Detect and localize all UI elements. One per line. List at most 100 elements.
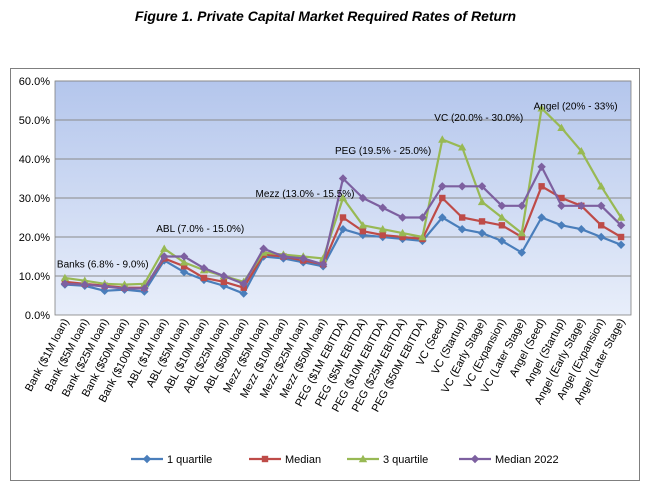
data-point [616,221,626,230]
data-point [318,260,328,269]
data-point [160,244,169,252]
data-point [497,213,507,221]
data-point [120,284,129,293]
y-tick-label: 60.0% [19,76,50,88]
legend-item: Median [249,454,321,466]
data-point [577,225,586,234]
data-point [616,213,626,221]
data-point [458,214,466,221]
data-point [379,231,386,239]
data-point [438,182,447,191]
data-point [200,274,208,282]
range-annotation: Angel (20% - 33%) [534,101,618,112]
data-point [60,279,70,288]
legend-marker [142,454,152,464]
y-tick-label: 10.0% [19,271,50,283]
legend-marker [261,455,269,463]
legend-item: 1 quartile [131,454,212,466]
data-point [179,267,189,277]
data-point [180,263,188,270]
data-point [378,225,387,233]
data-point [338,225,348,234]
data-point [498,222,506,229]
data-point [60,273,70,282]
y-axis: 0.0% 10.0% 20.0% 30.0% 40.0% 50.0% 60.0% [19,76,50,322]
data-point [179,258,189,266]
data-point [457,182,467,191]
data-point [477,197,487,206]
range-annotation: ABL (7.0% - 15.0%) [156,224,244,235]
data-point [398,213,407,222]
data-point [339,214,347,221]
range-annotation: PEG (19.5% - 25.0%) [335,146,431,157]
data-point [538,183,545,190]
data-point [438,213,447,222]
y-tick-label: 30.0% [19,193,50,205]
data-point [418,232,427,241]
data-point [557,123,566,131]
data-point [220,278,228,286]
data-point [557,201,566,210]
data-point [518,233,525,241]
data-point [179,252,189,261]
data-point [80,280,89,289]
y-tick-label: 40.0% [19,154,50,166]
data-point [597,182,606,190]
data-point [378,203,387,212]
data-point [617,233,625,241]
data-point [398,228,407,237]
data-point [399,233,406,241]
range-annotation: VC (20.0% - 30.0%) [434,113,523,124]
data-point [80,276,89,284]
data-point [338,193,348,202]
legend-label: 1 quartile [167,454,212,466]
data-point [279,252,288,261]
data-point [457,143,467,151]
data-point [517,228,526,237]
data-point [537,104,546,112]
legend-label: Median 2022 [495,454,559,466]
data-point [497,236,507,246]
y-tick-label: 20.0% [19,232,50,244]
data-point [537,162,546,171]
data-point [597,232,606,242]
chart-title: Figure 1. Private Capital Market Require… [134,8,517,24]
data-point [199,264,209,273]
y-tick-label: 50.0% [19,115,50,127]
legend-label: Median [285,454,321,466]
data-point [558,194,565,202]
range-annotation: Mezz (13.0% - 15.5%) [256,189,355,200]
legend-marker [470,454,480,464]
data-point [160,252,169,261]
data-point [478,218,486,225]
legend: 1 quartile Median 3 quartile Median 2022 [131,454,559,466]
data-point [299,254,308,263]
series-layer [60,104,626,298]
data-point [438,135,447,143]
data-point [577,147,586,155]
data-point [358,221,368,229]
range-annotation: Banks (6.8% - 9.0%) [57,259,149,270]
data-point [497,201,507,210]
y-tick-label: 0.0% [25,310,50,322]
legend-marker [358,454,368,463]
legend-item: 3 quartile [347,454,428,466]
legend-label: 3 quartile [383,454,428,466]
legend-item: Median 2022 [459,454,559,466]
data-point [597,201,606,210]
data-point [359,227,367,235]
data-point [439,194,446,202]
series-median-2022 [60,162,626,293]
data-point [577,201,586,210]
data-point [239,279,248,288]
data-point [557,221,566,230]
annotations: Banks (6.8% - 9.0%) ABL (7.0% - 15.0%) Mez… [57,101,618,270]
data-point [477,182,487,191]
data-point [140,284,149,293]
line-chart: 0.0% 10.0% 20.0% 30.0% 40.0% 50.0% 60.0% Bank … [19,76,632,466]
data-point [616,240,626,249]
data-point [517,201,526,210]
x-axis: Bank ($1M loan)Bank ($5M loan)Bank ($25M… [23,317,628,414]
data-point [239,289,248,298]
data-point [598,222,605,229]
